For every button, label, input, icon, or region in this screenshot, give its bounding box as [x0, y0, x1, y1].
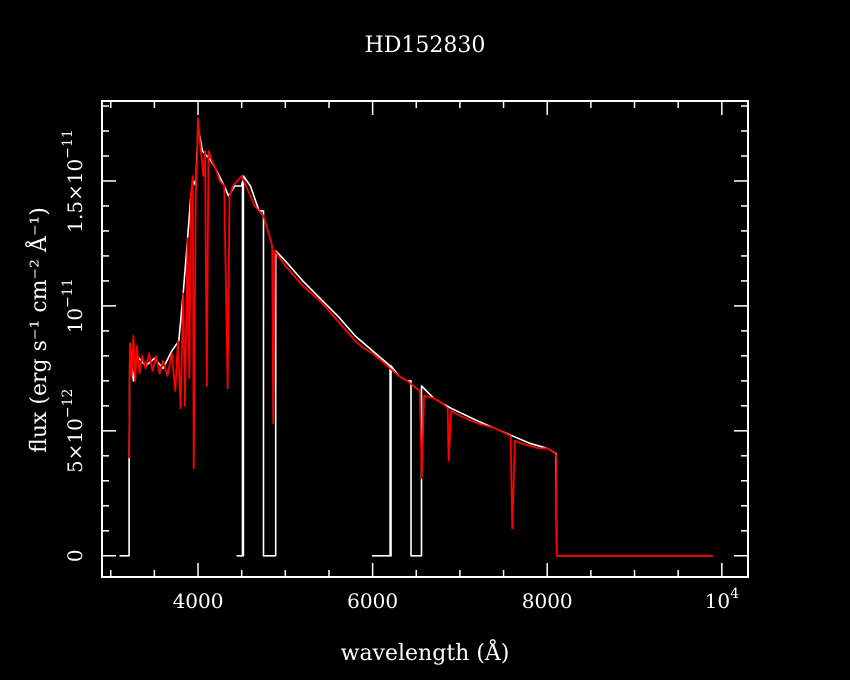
x-axis-label: wavelength (Å) — [341, 638, 510, 666]
y-tick-label: 5×10−12 — [60, 389, 87, 473]
x-tick-labels: 4000 6000 8000 104 — [173, 586, 740, 613]
y-tick-label: 0 — [63, 549, 87, 562]
plot-border — [101, 100, 749, 578]
y-axis-label: flux (erg s⁻¹ cm⁻² Å⁻¹) — [24, 207, 52, 453]
y-tick-label: 1.5×10−11 — [60, 129, 87, 233]
x-tick-exponent: 4 — [730, 586, 739, 602]
chart-title: HD152830 — [365, 33, 486, 58]
x-tick-label: 104 — [705, 586, 739, 613]
x-tick-label: 4000 — [173, 589, 224, 613]
y-tick-labels: 0 5×10−12 10−11 1.5×10−11 — [60, 129, 87, 562]
y-tick-label: 10−11 — [60, 278, 87, 333]
x-tick-label: 6000 — [347, 589, 398, 613]
plot-frame — [101, 100, 749, 578]
y-tick-exponent: −11 — [60, 129, 76, 159]
observed-spectrum-line — [128, 117, 714, 557]
y-tick-exponent: −12 — [60, 389, 76, 419]
y-tick-exponent: −11 — [60, 278, 76, 308]
series-layer — [119, 117, 714, 557]
x-tick-label: 8000 — [522, 589, 573, 613]
